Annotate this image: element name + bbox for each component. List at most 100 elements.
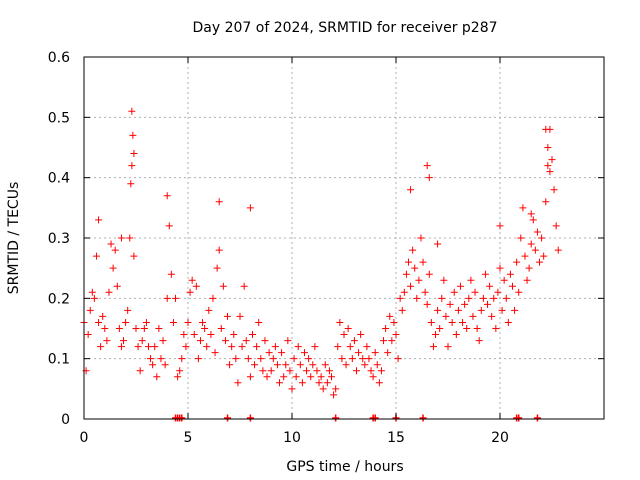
y-axis-label: SRMTID / TECUs xyxy=(6,182,22,295)
data-point xyxy=(246,373,254,381)
data-point xyxy=(400,288,408,296)
data-point xyxy=(165,222,173,230)
data-point xyxy=(321,361,329,369)
data-point xyxy=(334,343,342,351)
data-point xyxy=(117,234,125,242)
data-point xyxy=(461,300,469,308)
data-point xyxy=(128,162,136,170)
data-point xyxy=(153,373,161,381)
data-point xyxy=(120,337,128,345)
data-point xyxy=(484,300,492,308)
data-point xyxy=(336,318,344,326)
data-point xyxy=(355,349,363,357)
data-point xyxy=(384,349,392,357)
data-point xyxy=(242,337,250,345)
zero-marker xyxy=(224,414,232,422)
data-point xyxy=(319,385,327,393)
data-point xyxy=(178,355,186,363)
data-point xyxy=(386,312,394,320)
data-point xyxy=(172,294,180,302)
y-tick-label: 0.4 xyxy=(48,171,70,187)
data-point xyxy=(369,373,377,381)
data-point xyxy=(284,337,292,345)
data-point xyxy=(388,337,396,345)
data-point xyxy=(511,306,519,314)
data-point xyxy=(450,288,458,296)
data-point xyxy=(361,361,369,369)
data-point xyxy=(157,355,165,363)
data-point xyxy=(496,222,504,230)
data-point xyxy=(294,343,302,351)
data-point xyxy=(107,240,115,248)
data-point xyxy=(138,337,146,345)
data-point xyxy=(186,288,194,296)
data-point xyxy=(129,131,137,139)
data-point xyxy=(452,331,460,339)
data-point xyxy=(423,300,431,308)
data-point xyxy=(523,276,531,284)
data-point xyxy=(398,306,406,314)
data-point xyxy=(363,343,371,351)
data-point xyxy=(352,367,360,375)
data-point xyxy=(303,367,311,375)
data-point xyxy=(542,198,550,206)
data-point xyxy=(269,355,277,363)
zero-marker xyxy=(533,414,541,422)
data-point xyxy=(465,294,473,302)
data-point xyxy=(203,343,211,351)
data-point xyxy=(323,379,331,387)
data-point xyxy=(446,300,454,308)
data-point xyxy=(90,294,98,302)
data-point xyxy=(473,325,481,332)
data-point xyxy=(169,318,177,326)
data-point xyxy=(467,276,475,284)
data-point xyxy=(224,312,232,320)
data-point xyxy=(267,367,275,375)
data-point xyxy=(425,174,433,182)
x-tick-label: 0 xyxy=(80,430,89,446)
data-point xyxy=(311,343,319,351)
data-point xyxy=(429,343,437,351)
data-point xyxy=(244,355,252,363)
zero-marker xyxy=(332,414,340,422)
data-point xyxy=(533,228,541,236)
data-point xyxy=(371,349,379,357)
data-point xyxy=(130,150,138,158)
data-point xyxy=(246,204,254,212)
data-point xyxy=(544,144,552,151)
data-point xyxy=(440,276,448,284)
data-point xyxy=(488,312,496,320)
data-point xyxy=(300,349,308,357)
data-point xyxy=(394,355,402,363)
data-point xyxy=(469,312,477,320)
data-point xyxy=(101,325,109,332)
data-point xyxy=(419,258,427,266)
data-point xyxy=(548,156,556,164)
data-point xyxy=(290,355,298,363)
data-point xyxy=(479,294,487,302)
data-point xyxy=(402,270,410,278)
data-point xyxy=(105,288,113,296)
data-point xyxy=(436,325,444,332)
y-tick-label: 0.6 xyxy=(48,50,70,66)
data-point xyxy=(494,288,502,296)
data-point xyxy=(92,252,100,260)
data-point xyxy=(136,367,144,375)
data-point xyxy=(506,270,514,278)
x-tick-label: 5 xyxy=(184,430,193,446)
data-point xyxy=(365,355,373,363)
data-point xyxy=(263,373,271,381)
data-point xyxy=(86,306,94,314)
data-point xyxy=(259,367,267,375)
data-point xyxy=(550,186,558,194)
data-point xyxy=(346,343,354,351)
data-point xyxy=(350,337,358,345)
data-point xyxy=(434,240,442,248)
data-point xyxy=(357,331,365,339)
data-point xyxy=(344,325,352,332)
data-point xyxy=(292,373,300,381)
data-point xyxy=(182,343,190,351)
data-point xyxy=(230,331,238,339)
data-point xyxy=(221,337,229,345)
